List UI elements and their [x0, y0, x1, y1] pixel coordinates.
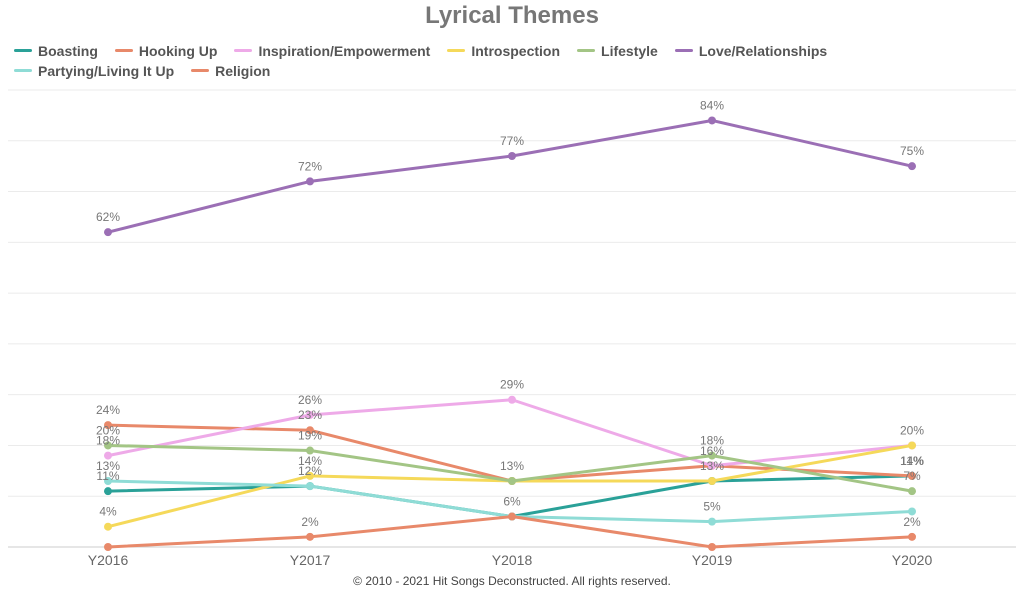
data-label: 12%: [298, 464, 322, 478]
legend-label: Inspiration/Empowerment: [258, 42, 431, 59]
data-point: [306, 482, 314, 491]
series-religion: [104, 512, 916, 551]
data-label: 75%: [900, 144, 924, 158]
data-point: [104, 228, 112, 237]
chart-title: Lyrical Themes: [425, 2, 599, 29]
copyright-footer: © 2010 - 2021 Hit Songs Deconstructed. A…: [353, 574, 671, 588]
legend-label: Introspection: [471, 42, 561, 59]
legend-label: Lifestyle: [601, 42, 658, 59]
legend-item-lifestyle[interactable]: Lifestyle: [577, 42, 658, 59]
data-point: [104, 487, 112, 496]
legend-item-boasting[interactable]: Boasting: [14, 42, 98, 59]
data-label: 13%: [700, 459, 724, 473]
data-label: 13%: [500, 459, 524, 473]
data-point: [708, 116, 716, 125]
data-label: 14%: [900, 454, 924, 468]
data-point: [306, 426, 314, 435]
chart-legend: Boasting Hooking Up Inspiration/Empowermen…: [14, 42, 1014, 79]
legend-item-inspiration-empowerment[interactable]: Inspiration/Empowerment: [234, 42, 430, 59]
legend-item-love-relationships[interactable]: Love/Relationships: [674, 42, 828, 59]
data-label: 72%: [298, 159, 322, 173]
data-label: 26%: [298, 393, 322, 407]
legend-item-religion[interactable]: Religion: [191, 62, 270, 79]
data-label: 18%: [96, 434, 120, 448]
data-label: 14%: [298, 454, 322, 468]
data-point: [306, 177, 314, 186]
data-point: [104, 421, 112, 430]
data-label: 19%: [298, 429, 322, 443]
legend-swatch: [191, 69, 210, 72]
data-point: [908, 162, 916, 171]
data-point: [104, 476, 112, 485]
series-lifestyle: [104, 441, 916, 496]
data-point: [508, 476, 516, 485]
data-label: 23%: [298, 408, 322, 422]
data-point: [104, 451, 112, 460]
data-label: 84%: [700, 98, 724, 112]
data-point: [508, 512, 516, 521]
data-point: [908, 507, 916, 516]
legend-item-hooking-up[interactable]: Hooking Up: [114, 42, 218, 59]
series-love-relationships: [104, 116, 916, 237]
data-label: 29%: [500, 378, 524, 392]
data-label: 77%: [500, 134, 524, 148]
data-label: 11%: [900, 454, 923, 468]
x-tick-label: Y2020: [892, 552, 933, 568]
data-point: [306, 410, 314, 419]
data-point: [908, 532, 916, 541]
legend-swatch: [674, 49, 693, 52]
legend-label: Boasting: [38, 42, 98, 59]
data-label: 62%: [96, 210, 120, 224]
data-point: [306, 471, 314, 480]
data-point: [708, 517, 716, 526]
data-point: [708, 476, 716, 485]
legend-item-partying-living-it-up[interactable]: Partying/Living It Up: [14, 62, 174, 79]
data-label: 11%: [96, 469, 119, 483]
x-tick-label: Y2017: [290, 552, 331, 568]
data-label: 16%: [700, 444, 724, 458]
data-label: 24%: [96, 403, 120, 417]
legend-label: Partying/Living It Up: [38, 62, 175, 79]
data-label: 5%: [703, 500, 721, 514]
x-tick-label: Y2016: [88, 552, 129, 568]
series-line: [106, 398, 914, 468]
data-point: [104, 522, 112, 531]
data-point: [908, 471, 916, 480]
legend-item-introspection[interactable]: Introspection: [447, 42, 560, 59]
data-label: 7%: [903, 469, 921, 483]
data-label: 2%: [301, 515, 319, 529]
data-point: [104, 543, 112, 551]
legend-swatch: [234, 49, 253, 52]
data-point: [708, 543, 716, 551]
data-point: [708, 461, 716, 470]
legend-swatch: [14, 69, 32, 72]
x-tick-label: Y2019: [692, 552, 733, 568]
legend-label: Hooking Up: [138, 42, 218, 59]
legend-swatch: [447, 49, 466, 52]
legend-swatch: [14, 49, 32, 52]
data-point: [708, 451, 716, 460]
data-point: [104, 441, 112, 450]
legend-swatch: [114, 49, 133, 52]
data-label: 6%: [503, 495, 521, 509]
data-point: [508, 395, 516, 404]
data-label: 4%: [99, 505, 117, 519]
data-label: 2%: [903, 515, 921, 529]
data-label: 20%: [96, 423, 120, 437]
data-point: [908, 487, 916, 496]
legend-label: Love/Relationships: [698, 42, 828, 59]
data-label: 13%: [96, 459, 120, 473]
legend-label: Religion: [215, 62, 271, 79]
legend-swatch: [577, 49, 596, 52]
data-point: [306, 446, 314, 455]
data-point: [908, 441, 916, 450]
data-point: [306, 532, 314, 541]
series-line: [106, 515, 914, 549]
x-tick-label: Y2018: [492, 552, 533, 568]
data-label: 18%: [700, 434, 724, 448]
data-label: 20%: [900, 423, 924, 437]
data-point: [508, 152, 516, 161]
